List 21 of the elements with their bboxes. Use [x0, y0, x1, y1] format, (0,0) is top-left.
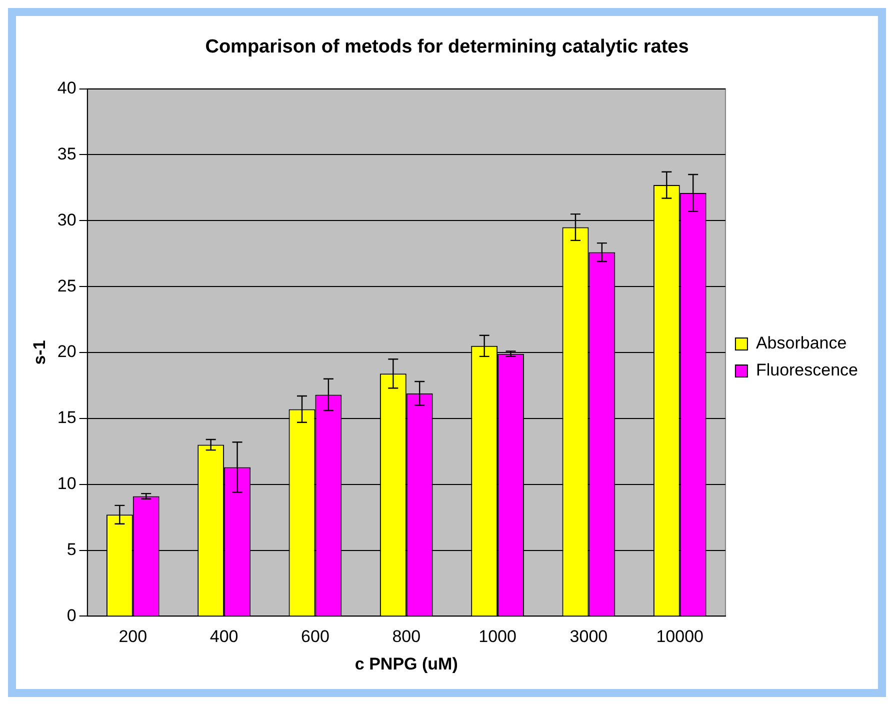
x-tick-label: 800	[392, 627, 421, 646]
x-axis-title: c PNPG (uM)	[354, 654, 458, 674]
y-tick-label: 20	[57, 342, 76, 362]
y-tick-label: 0	[66, 606, 76, 625]
x-tick-label: 600	[301, 627, 330, 646]
y-tick-label: 10	[57, 474, 76, 494]
x-tick-label: 200	[118, 627, 148, 646]
y-tick-label: 35	[57, 144, 76, 164]
y-axis-title: s-1	[30, 340, 49, 365]
x-tick-label: 1000	[478, 627, 516, 646]
chart-title: Comparison of metods for determining catalytic rates	[205, 36, 689, 58]
y-tick-label: 5	[66, 540, 76, 559]
y-tick-label: 25	[57, 276, 76, 296]
y-tick-label: 15	[57, 408, 76, 428]
legend-label: Fluorescence	[756, 360, 858, 380]
y-tick-label: 30	[57, 210, 76, 230]
x-tick-label: 10000	[656, 627, 704, 646]
x-tick-label: 400	[210, 627, 238, 646]
legend-label: Absorbance	[756, 334, 847, 353]
y-tick-label: 40	[57, 78, 76, 98]
x-tick-label: 3000	[570, 627, 608, 646]
